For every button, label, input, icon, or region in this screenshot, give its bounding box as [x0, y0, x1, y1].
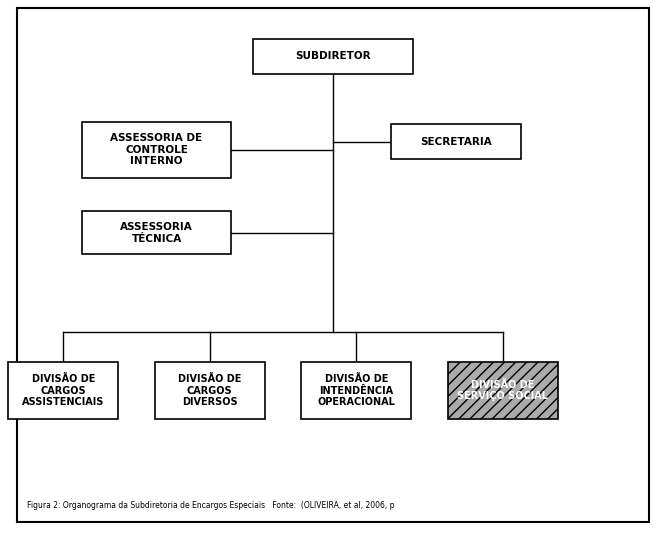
- Text: Figura 2: Organograma da Subdiretoria de Encargos Especiais   Fonte:  (OLIVEIRA,: Figura 2: Organograma da Subdiretoria de…: [27, 501, 394, 510]
- Text: ASSESSORIA
TÉCNICA: ASSESSORIA TÉCNICA: [120, 222, 193, 243]
- FancyBboxPatch shape: [81, 122, 232, 178]
- Text: DIVISÃO DE
CARGOS
ASSISTENCIAIS: DIVISÃO DE CARGOS ASSISTENCIAIS: [22, 374, 105, 407]
- FancyBboxPatch shape: [8, 363, 119, 418]
- FancyBboxPatch shape: [301, 363, 412, 418]
- Text: SUBDIRETOR: SUBDIRETOR: [295, 51, 371, 61]
- Text: ASSESSORIA DE
CONTROLE
INTERNO: ASSESSORIA DE CONTROLE INTERNO: [111, 133, 202, 166]
- Text: SECRETARIA: SECRETARIA: [420, 137, 492, 147]
- FancyBboxPatch shape: [392, 124, 521, 159]
- FancyBboxPatch shape: [155, 363, 264, 418]
- Text: DIVISÃO DE
CARGOS
DIVERSOS: DIVISÃO DE CARGOS DIVERSOS: [178, 374, 242, 407]
- Text: DIVISÃO DE
SERVIÇO SOCIAL: DIVISÃO DE SERVIÇO SOCIAL: [458, 380, 548, 401]
- FancyBboxPatch shape: [448, 363, 557, 418]
- FancyBboxPatch shape: [253, 39, 413, 73]
- Text: DIVISÃO DE
INTENDÊNCIA
OPERACIONAL: DIVISÃO DE INTENDÊNCIA OPERACIONAL: [318, 374, 395, 407]
- FancyBboxPatch shape: [81, 211, 232, 254]
